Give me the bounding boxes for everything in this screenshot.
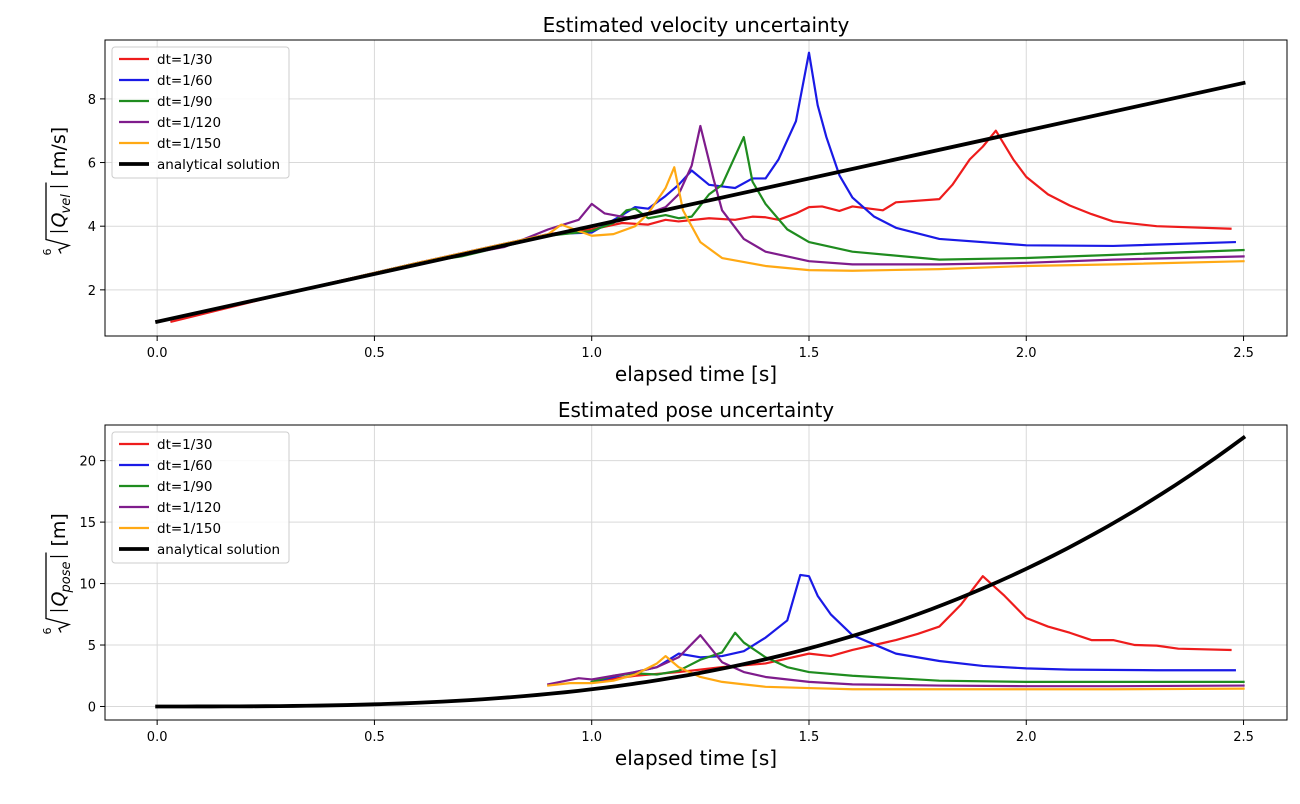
chart1-series-group <box>154 51 1246 324</box>
chart1-xtick-label-0: 0.0 <box>147 346 168 361</box>
chart2-legend-label-5: dt=1/150 <box>157 521 221 537</box>
chart2-legend-label-3: dt=1/90 <box>157 479 213 495</box>
chart1-ytick-label-2: 6 <box>88 157 96 172</box>
chart1-ylabel-unit: [m/s] <box>48 127 70 177</box>
chart2-ylabel-subscript: pose <box>59 562 74 594</box>
chart1-ylabel-symbol: Q <box>48 213 70 228</box>
chart1-ytick-label-1: 4 <box>88 220 96 235</box>
chart2-xtick-label-5: 2.5 <box>1233 730 1254 745</box>
chart2-series-5-line <box>547 654 1245 691</box>
chart1-legend: dt=1/30 dt=1/60 dt=1/90 dt=1/120 dt=1/150 ana… <box>111 46 290 179</box>
chart2-ytick-label-4: 20 <box>79 455 96 470</box>
chart1-series-2-line <box>155 51 1236 323</box>
chart2-ylabel-symbol: Q <box>48 592 70 607</box>
chart2-series-6-line <box>155 434 1247 709</box>
chart2-ylabel-root-index: 6 <box>41 628 54 635</box>
chart2-legend: dt=1/30 dt=1/60 dt=1/90 dt=1/120 dt=1/150 ana… <box>111 431 290 564</box>
chart2-frame <box>104 424 1288 721</box>
chart1-title: Estimated velocity uncertainty <box>543 13 850 37</box>
chart1-ylabel-subscript: vel <box>59 194 74 214</box>
chart2-series-group <box>155 434 1247 709</box>
chart2-xtick-label-4: 2.0 <box>1016 730 1037 745</box>
chart1-ylabel-root-index: 6 <box>41 249 54 256</box>
chart2-xlabel: elapsed time [s] <box>615 746 777 770</box>
chart1-ytick-label-0: 2 <box>88 284 96 299</box>
chart1-series-6-line <box>154 80 1246 324</box>
chart1-xtick-label-2: 1.0 <box>581 346 602 361</box>
chart2-axes: 0.0 0.5 1.0 1.5 2.0 2.5 0 5 10 15 20 Estimated pose… <box>41 398 1288 770</box>
chart1-xtick-label-4: 2.0 <box>1016 346 1037 361</box>
chart1-axes: 0.0 0.5 1.0 1.5 2.0 2.5 2 4 6 8 Estimated velocity… <box>41 13 1288 386</box>
chart1-xtick-label-5: 2.5 <box>1233 346 1254 361</box>
chart2-xtick-label-1: 0.5 <box>364 730 385 745</box>
chart2-legend-label-6: analytical solution <box>157 542 280 558</box>
chart1-ytick-label-3: 8 <box>88 93 96 108</box>
chart2-ytick-label-2: 10 <box>79 578 96 593</box>
chart2-legend-box <box>111 431 290 564</box>
chart2-title: Estimated pose uncertainty <box>558 398 834 422</box>
chart2-legend-label-1: dt=1/30 <box>157 437 213 453</box>
chart1-ylabel-root-sign <box>45 182 72 254</box>
chart2-series-3-line <box>590 631 1245 684</box>
chart2-series-1-line <box>590 575 1232 684</box>
chart2-series-4-line <box>546 634 1245 688</box>
chart2-legend-label-4: dt=1/120 <box>157 500 221 516</box>
chart1-legend-label-2: dt=1/60 <box>157 73 213 89</box>
chart2-ytick-label-1: 5 <box>88 639 96 654</box>
chart2-ylabel-root-sign <box>45 552 72 633</box>
chart1-series-5-line <box>155 166 1245 323</box>
chart2-ytick-label-3: 15 <box>79 516 96 531</box>
chart1-series-1-line <box>170 129 1232 324</box>
chart1-legend-label-4: dt=1/120 <box>157 115 221 131</box>
chart2-xtick-label-0: 0.0 <box>147 730 168 745</box>
chart1-legend-box <box>111 46 290 179</box>
chart1-legend-label-5: dt=1/150 <box>157 136 221 152</box>
chart2-ytick-label-0: 0 <box>88 700 96 715</box>
chart1-xtick-label-3: 1.5 <box>799 346 820 361</box>
chart1-legend-label-6: analytical solution <box>157 157 280 173</box>
chart2-series-2-line <box>590 573 1236 684</box>
chart1-legend-label-1: dt=1/30 <box>157 52 213 68</box>
chart1-series-4-line <box>155 124 1245 323</box>
chart2-ylabel-unit: [m] <box>48 513 70 546</box>
chart1-frame <box>104 39 1288 337</box>
chart1-xtick-label-1: 0.5 <box>364 346 385 361</box>
chart2-legend-label-2: dt=1/60 <box>157 458 213 474</box>
chart1-xlabel: elapsed time [s] <box>615 362 777 386</box>
chart1-series-3-line <box>155 135 1245 323</box>
chart2-xtick-label-3: 1.5 <box>799 730 820 745</box>
chart1-legend-label-3: dt=1/90 <box>157 94 213 110</box>
chart2-xtick-label-2: 1.0 <box>581 730 602 745</box>
